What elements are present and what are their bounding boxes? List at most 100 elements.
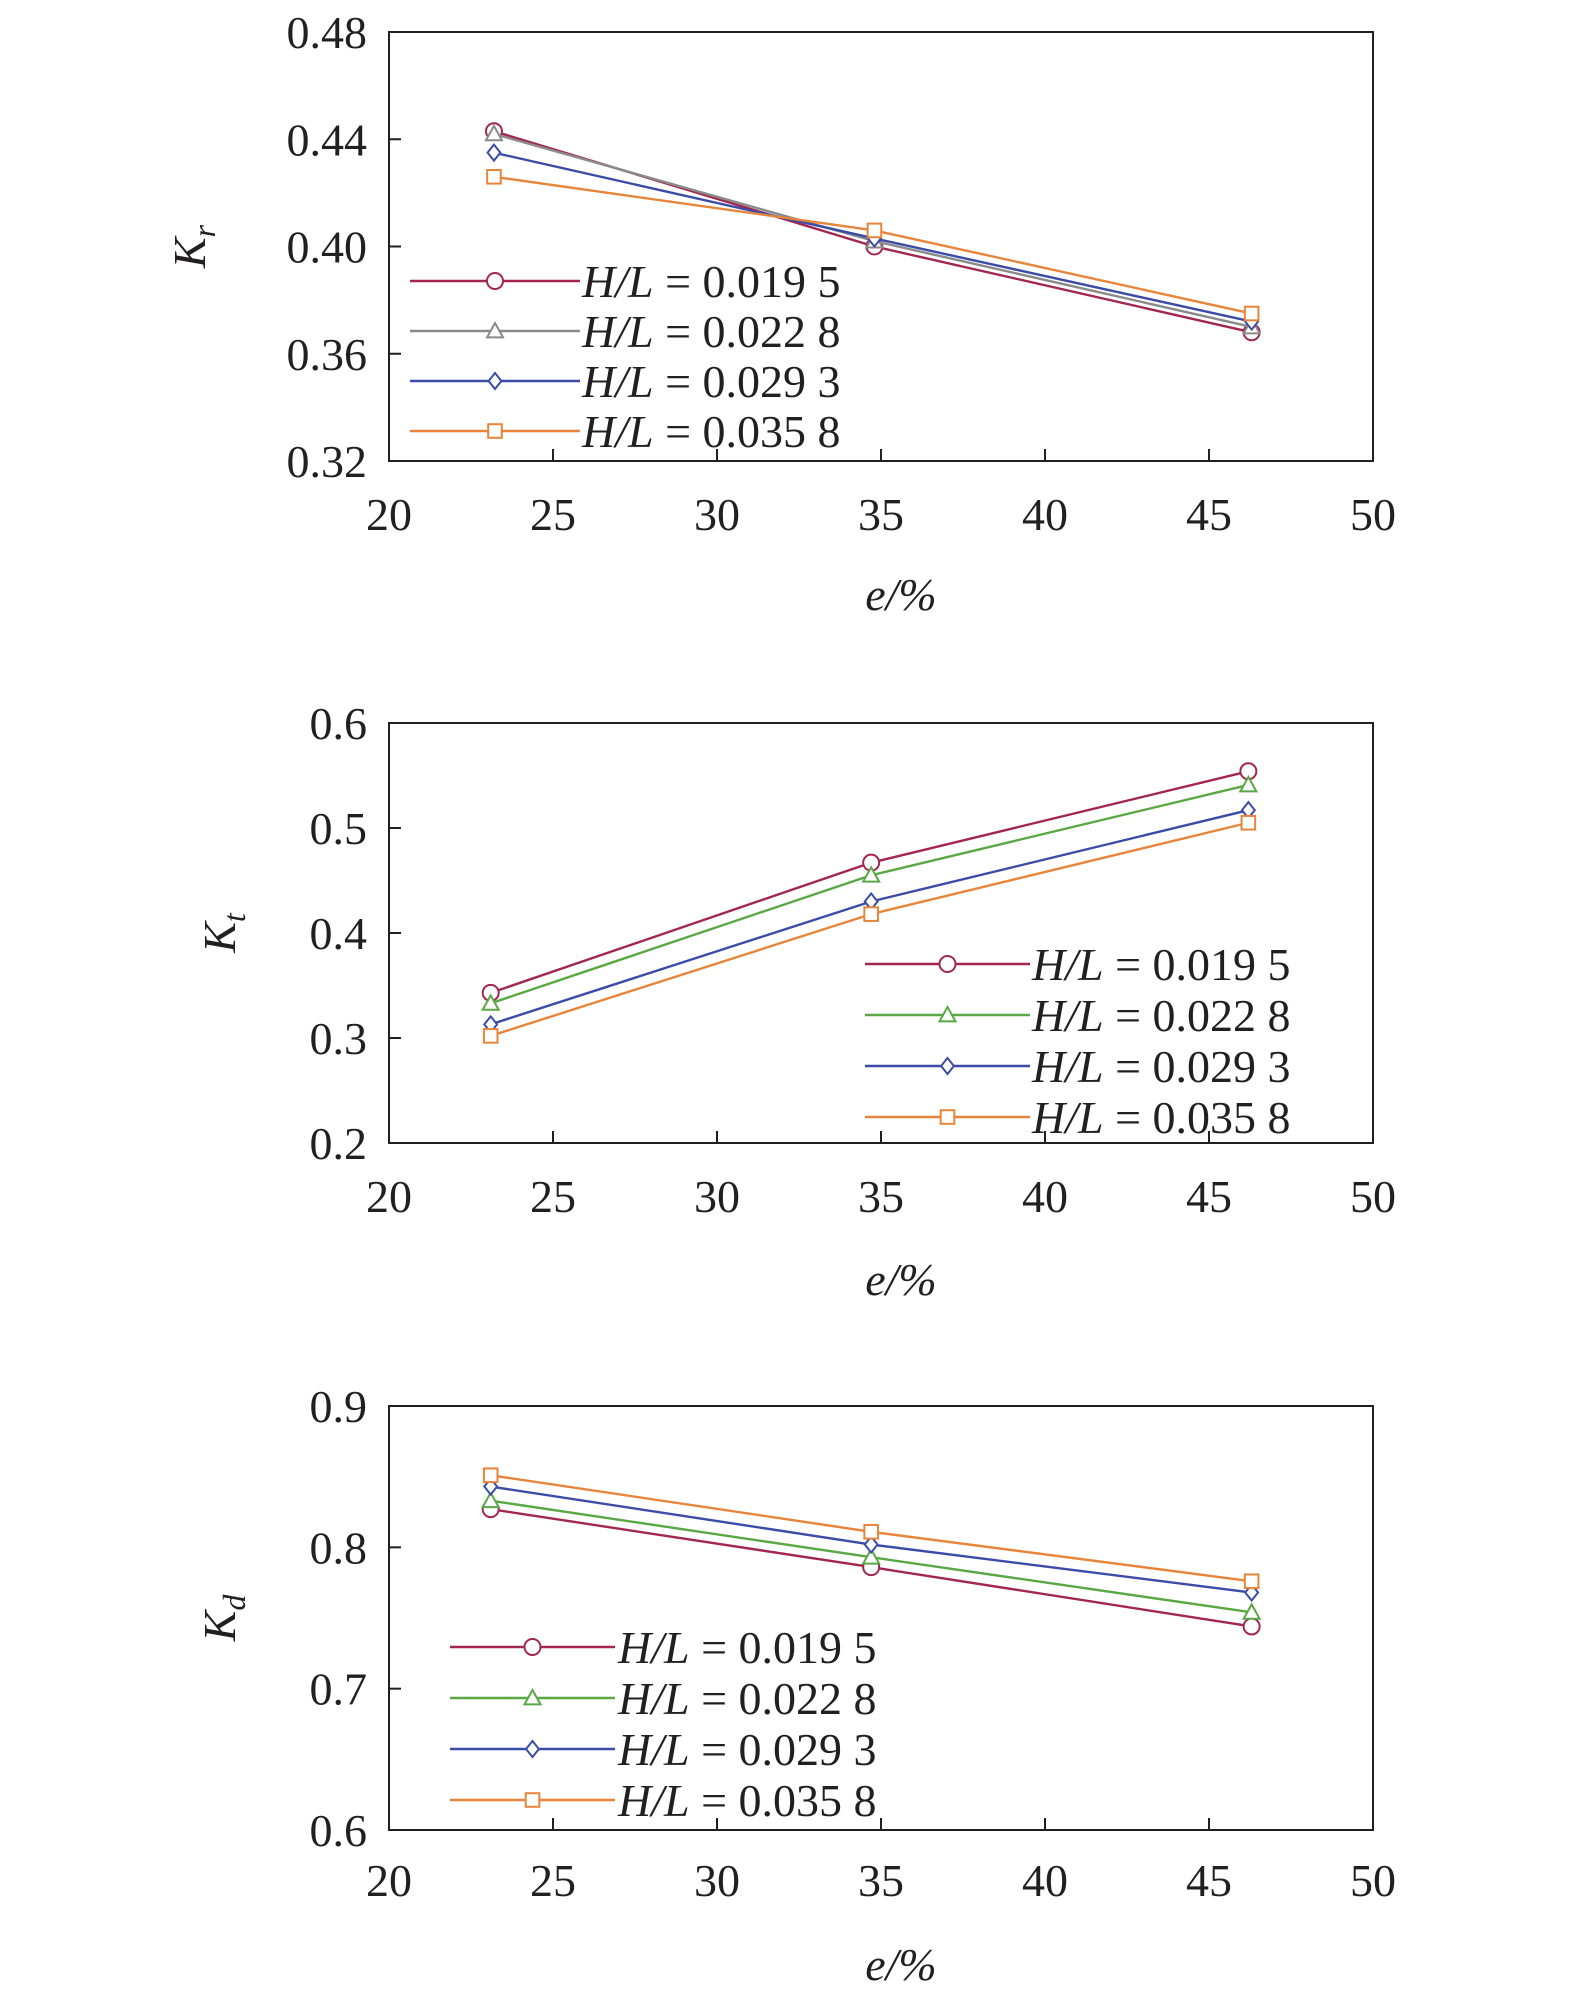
y-axis-title-subscript: t: [216, 912, 252, 922]
y-tick-label: 0.5: [310, 803, 368, 854]
square-marker: [482, 1467, 499, 1484]
square-marker: [1243, 1573, 1260, 1590]
triangle-marker: [485, 320, 505, 339]
y-tick-label: 0.4: [310, 908, 368, 959]
legend-label-var: H/L: [1031, 990, 1104, 1041]
legend-item: H/L = 0.035 8: [450, 1775, 877, 1826]
y-axis-title: Kr: [164, 224, 222, 269]
legend-item: H/L = 0.022 8: [450, 1673, 877, 1724]
triangle-marker: [480, 1490, 501, 1509]
legend-item: H/L = 0.019 5: [450, 1622, 877, 1673]
series-4: [486, 168, 1260, 322]
legend-label: H/L = 0.022 8: [617, 1673, 877, 1724]
square-marker: [863, 906, 879, 922]
legend-label-value: = 0.022 8: [1104, 990, 1291, 1041]
square-marker: [482, 1028, 499, 1044]
x-tick-label: 20: [366, 1171, 412, 1222]
legend-label-value: = 0.022 8: [654, 306, 841, 357]
y-tick-label: 0.9: [310, 1381, 368, 1432]
chart-panel-2: 20 25 30 35 40 45 50 0.2 0.3 0.4 0.5 0.6 e/% Kt H/L = …: [194, 698, 1396, 1305]
chart-panel-1: 20 25 30 35 40 45 50 0.32 0.36 0.40 0.44 0.48 e/% Kr H…: [164, 7, 1396, 620]
circle-marker: [1242, 1617, 1261, 1636]
legend-label: H/L = 0.019 5: [1031, 939, 1291, 990]
legend-item: H/L = 0.019 5: [410, 256, 841, 307]
diamond-marker: [486, 143, 502, 163]
legend-item: H/L = 0.019 5: [865, 939, 1291, 990]
y-tick-label: 0.2: [310, 1118, 368, 1169]
y-axis-title: Kd: [194, 1594, 252, 1643]
legend-label-value: = 0.029 3: [690, 1724, 877, 1775]
diamond-marker: [524, 1739, 541, 1759]
legend-label-value: = 0.022 8: [690, 1673, 877, 1724]
y-tick-label: 0.48: [287, 7, 368, 58]
legend-label-value: = 0.019 5: [1104, 939, 1291, 990]
x-tick-label: 30: [694, 489, 740, 540]
x-tick-label: 25: [530, 1171, 576, 1222]
y-tick-label: 0.6: [310, 698, 368, 749]
x-tick-label: 20: [366, 1855, 412, 1906]
square-marker: [486, 168, 502, 185]
diamond-marker: [487, 371, 503, 391]
legend-label-var: H/L: [581, 406, 654, 457]
legend-label-value: = 0.035 8: [690, 1775, 877, 1826]
legend-label-var: H/L: [581, 256, 654, 307]
x-tick-label: 35: [858, 1855, 904, 1906]
x-tick-label: 25: [530, 489, 576, 540]
y-tick-label: 0.32: [287, 436, 368, 487]
triangle-marker: [861, 865, 881, 883]
y-axis-title-subscript: d: [216, 1594, 252, 1611]
legend-label-var: H/L: [581, 306, 654, 357]
y-axis-title-main: K: [164, 235, 215, 269]
legend-label: H/L = 0.029 3: [581, 356, 841, 407]
legend-label-value: = 0.035 8: [1104, 1092, 1291, 1143]
legend-label-var: H/L: [617, 1673, 690, 1724]
diamond-marker: [863, 1534, 879, 1555]
y-tick-label: 0.44: [287, 114, 368, 165]
legend-label-var: H/L: [1031, 1041, 1104, 1092]
triangle-marker: [1238, 774, 1259, 793]
legend: H/L = 0.019 5H/L = 0.022 8H/L = 0.029 3H…: [450, 1622, 877, 1826]
legend-label: H/L = 0.035 8: [581, 406, 841, 457]
x-tick-label: 35: [858, 489, 904, 540]
diamond-marker: [939, 1056, 956, 1076]
legend-label-var: H/L: [617, 1622, 690, 1673]
x-axis-title: e/%: [865, 569, 937, 620]
legend-item: H/L = 0.029 3: [450, 1724, 877, 1775]
y-tick-label: 0.3: [310, 1013, 368, 1064]
triangle-marker: [480, 993, 501, 1011]
plot-frame: [388, 1405, 1374, 1831]
legend-label-var: H/L: [1031, 1092, 1104, 1143]
triangle-marker: [1241, 1602, 1262, 1620]
x-tick-label: 30: [694, 1171, 740, 1222]
legend-label: H/L = 0.029 3: [1031, 1041, 1291, 1092]
circle-marker: [938, 955, 957, 973]
y-tick-label: 0.7: [310, 1664, 368, 1715]
x-axis-title: e/%: [865, 1939, 937, 1990]
square-marker: [1240, 814, 1257, 831]
legend-label-value: = 0.019 5: [654, 256, 841, 307]
x-tick-label: 25: [530, 1855, 576, 1906]
y-tick-label: 0.40: [287, 222, 368, 273]
y-tick-label: 0.8: [310, 1522, 368, 1573]
y-axis-title-main: K: [194, 920, 245, 954]
chart-panel-3: 20 25 30 35 40 45 50 0.6 0.7 0.8 0.9 e/% Kd H/L = 0.0…: [194, 1381, 1396, 1990]
triangle-marker: [861, 1547, 881, 1565]
circle-marker: [523, 1638, 542, 1656]
x-tick-label: 30: [694, 1855, 740, 1906]
legend-label-value: = 0.029 3: [654, 356, 841, 407]
legend-item: H/L = 0.022 8: [410, 306, 841, 357]
legend: H/L = 0.019 5H/L = 0.022 8H/L = 0.029 3H…: [865, 939, 1291, 1143]
legend-label: H/L = 0.019 5: [617, 1622, 877, 1673]
legend: H/L = 0.019 5H/L = 0.022 8H/L = 0.029 3H…: [410, 256, 841, 457]
x-tick-label: 40: [1022, 1855, 1068, 1906]
legend-item: H/L = 0.029 3: [865, 1041, 1291, 1092]
square-marker: [939, 1109, 956, 1125]
legend-label-value: = 0.019 5: [690, 1622, 877, 1673]
y-axis-title-subscript: r: [186, 224, 222, 237]
diamond-marker: [1243, 1582, 1260, 1603]
series-4: [482, 1467, 1260, 1590]
x-tick-label: 45: [1186, 489, 1232, 540]
y-axis-title-main: K: [194, 1608, 245, 1642]
x-tick-label: 50: [1350, 489, 1396, 540]
